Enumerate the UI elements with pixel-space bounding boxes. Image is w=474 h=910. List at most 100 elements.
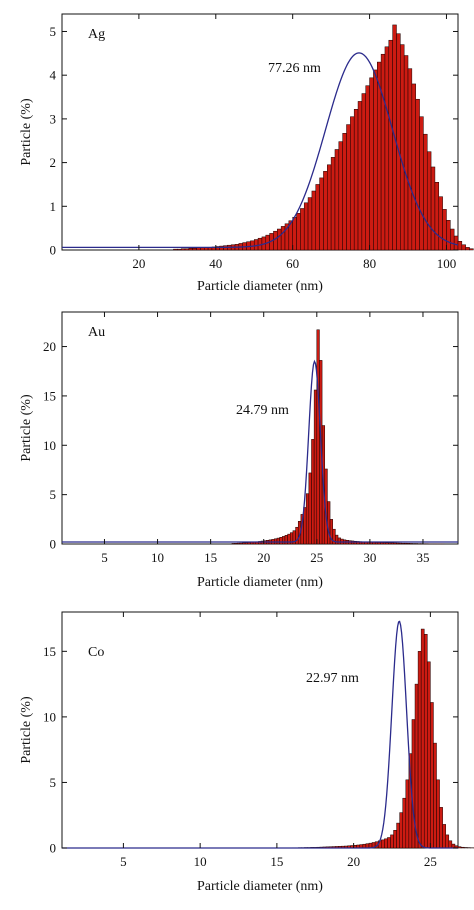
histogram-bar-ag bbox=[292, 216, 297, 251]
histogram-bar-ag bbox=[277, 228, 282, 251]
histogram-bar-au bbox=[284, 535, 288, 545]
histogram-bar-au bbox=[234, 543, 238, 545]
x-tick-label-co: 20 bbox=[347, 854, 360, 869]
x-axis-ticks-au: 5 10 15 20 25 30 35 bbox=[101, 312, 429, 565]
histogram-bars-au bbox=[231, 329, 445, 545]
histogram-bar-au bbox=[385, 542, 389, 545]
histogram-bar-ag bbox=[415, 98, 420, 251]
histogram-bar-ag bbox=[380, 53, 386, 251]
histogram-bar-ag bbox=[173, 248, 178, 251]
histogram-bar-ag bbox=[423, 133, 428, 251]
plot-frame-co bbox=[61, 611, 459, 849]
histogram-bar-au bbox=[390, 542, 395, 545]
histogram-bar-au bbox=[409, 543, 413, 545]
histogram-bars-ag bbox=[173, 24, 474, 251]
histogram-bar-co bbox=[423, 634, 428, 849]
histogram-bar-ag bbox=[388, 39, 393, 251]
histogram-bar-ag bbox=[327, 164, 332, 251]
histogram-bar-co bbox=[402, 797, 407, 849]
histogram-bar-au bbox=[335, 534, 339, 545]
histogram-bar-ag bbox=[446, 220, 451, 251]
panel-co: 5 10 15 20 25 0 5 10 15 Co 22.97 nm Particle di… bbox=[19, 611, 474, 894]
histogram-bar-au bbox=[244, 542, 249, 545]
mean-diameter-annotation-co: 22.97 nm bbox=[306, 671, 359, 686]
x-tick-label-co: 10 bbox=[194, 854, 207, 869]
panel-label-au: Au bbox=[88, 325, 105, 340]
histogram-bar-ag bbox=[453, 235, 459, 251]
y-tick-label-ag: 4 bbox=[50, 68, 57, 83]
histogram-bar-ag bbox=[469, 248, 474, 251]
histogram-bar-ag bbox=[342, 133, 347, 251]
histogram-bar-ag bbox=[180, 248, 186, 251]
histogram-bar-ag bbox=[407, 68, 413, 251]
histogram-bar-co bbox=[393, 830, 397, 849]
panel-label-co: Co bbox=[88, 645, 104, 660]
histogram-bar-ag bbox=[253, 239, 259, 251]
histogram-bar-ag bbox=[434, 182, 440, 251]
x-axis-title-ag: Particle diameter (nm) bbox=[197, 279, 323, 294]
x-tick-label-au: 15 bbox=[204, 550, 217, 565]
histogram-bar-ag bbox=[296, 213, 301, 251]
histogram-bar-ag bbox=[303, 202, 309, 251]
x-tick-label-ag: 40 bbox=[209, 256, 222, 271]
histogram-bar-au bbox=[393, 542, 397, 545]
x-tick-label-ag: 80 bbox=[363, 256, 376, 271]
histogram-bar-ag bbox=[200, 247, 205, 251]
histogram-bar-ag bbox=[280, 226, 286, 251]
y-axis-title-co: Particle (%) bbox=[19, 696, 34, 764]
histogram-bar-ag bbox=[350, 116, 355, 251]
x-tick-label-au: 20 bbox=[257, 550, 270, 565]
gaussian-fit-curve-co bbox=[62, 620, 458, 849]
histogram-bar-au bbox=[282, 536, 286, 545]
histogram-bar-au bbox=[401, 542, 405, 545]
histogram-bar-co bbox=[436, 779, 440, 849]
x-axis-ticks-co: 5 10 15 20 25 bbox=[120, 612, 437, 869]
y-tick-label-co: 10 bbox=[43, 709, 56, 724]
histogram-bar-au bbox=[276, 537, 280, 545]
histogram-bar-au bbox=[327, 501, 331, 545]
histogram-bar-ag bbox=[450, 228, 455, 251]
x-tick-label-au: 5 bbox=[101, 550, 108, 565]
histogram-bar-ag bbox=[430, 166, 436, 251]
histogram-bar-ag bbox=[219, 245, 224, 251]
x-tick-label-ag: 100 bbox=[437, 256, 457, 271]
histogram-bar-ag bbox=[438, 196, 443, 251]
y-tick-label-au: 20 bbox=[43, 339, 56, 354]
histogram-bar-ag bbox=[273, 230, 278, 251]
histogram-bar-au bbox=[279, 537, 283, 545]
histogram-bar-ag bbox=[419, 116, 424, 251]
histogram-bar-au bbox=[313, 389, 318, 545]
x-tick-label-ag: 60 bbox=[286, 256, 299, 271]
histogram-bar-co bbox=[414, 683, 419, 849]
y-axis-title-ag: Particle (%) bbox=[19, 98, 34, 166]
y-tick-label-ag: 0 bbox=[50, 243, 57, 258]
histogram-bar-co bbox=[439, 807, 443, 849]
histogram-bar-co bbox=[448, 840, 453, 849]
histogram-bar-ag bbox=[311, 190, 316, 251]
histogram-bar-au bbox=[316, 329, 320, 545]
plot-frame-au bbox=[61, 311, 459, 545]
y-tick-label-co: 0 bbox=[50, 841, 57, 856]
panel-au: 5 10 15 20 25 30 35 0 5 10 15 20 Au 24.79 nm Parti… bbox=[19, 311, 459, 590]
histogram-bar-ag bbox=[400, 44, 405, 251]
x-axis-title-au: Particle diameter (nm) bbox=[197, 575, 323, 590]
histogram-bar-ag bbox=[192, 248, 197, 251]
histogram-bar-co bbox=[384, 838, 388, 849]
histogram-bar-au bbox=[398, 542, 402, 545]
histogram-bar-ag bbox=[426, 151, 432, 251]
x-tick-label-co: 15 bbox=[270, 854, 283, 869]
y-tick-label-au: 0 bbox=[50, 537, 57, 552]
histogram-bar-au bbox=[337, 537, 341, 545]
x-axis-ticks-ag: 20 40 60 80 100 bbox=[132, 14, 456, 271]
histogram-bar-co bbox=[411, 719, 416, 849]
histogram-bar-ag bbox=[369, 77, 374, 251]
y-tick-label-au: 15 bbox=[43, 388, 56, 403]
y-axis-ticks-au: 0 5 10 15 20 bbox=[43, 339, 458, 552]
histogram-bar-au bbox=[388, 542, 392, 545]
x-axis-title-co: Particle diameter (nm) bbox=[197, 879, 323, 894]
histogram-bar-ag bbox=[196, 247, 201, 251]
mean-diameter-annotation-au: 24.79 nm bbox=[236, 403, 289, 418]
histogram-bar-ag bbox=[442, 209, 447, 251]
y-tick-label-au: 10 bbox=[43, 438, 56, 453]
y-tick-label-au: 5 bbox=[50, 487, 57, 502]
